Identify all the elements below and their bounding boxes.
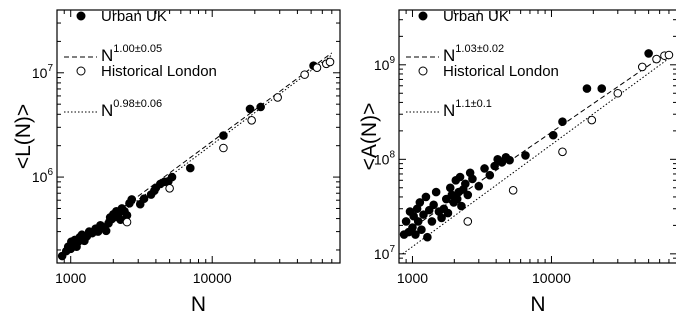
urban-uk-point bbox=[461, 179, 470, 189]
x-tick-label: 1000 bbox=[397, 270, 428, 286]
urban-uk-point bbox=[468, 174, 477, 184]
legend-label: Historical London bbox=[443, 63, 559, 80]
urban-uk-point bbox=[139, 194, 149, 204]
y-axis-label: <A(N)> bbox=[358, 103, 381, 171]
legend-fit-label: N1.03±0.02 bbox=[443, 43, 504, 65]
urban-uk-point bbox=[127, 195, 137, 204]
historical-london-point bbox=[219, 143, 228, 153]
urban-uk-point bbox=[445, 183, 455, 193]
urban-uk-point bbox=[401, 217, 411, 226]
urban-uk-point bbox=[485, 170, 495, 180]
urban-uk-point bbox=[558, 117, 567, 127]
urban-uk-point bbox=[582, 84, 592, 93]
plot-frame bbox=[398, 9, 676, 264]
urban-uk-point bbox=[427, 217, 437, 226]
legend-marker-filled bbox=[76, 11, 86, 21]
urban-uk-point bbox=[597, 84, 607, 93]
historical-london-point bbox=[247, 116, 256, 125]
historical-london-point bbox=[508, 186, 518, 195]
y-axis-label: <L(N)> bbox=[12, 104, 35, 169]
fit-line-dashed bbox=[402, 51, 670, 235]
historical-london-point bbox=[165, 184, 174, 193]
historical-london-point bbox=[637, 62, 647, 72]
urban-uk-point bbox=[167, 172, 177, 182]
urban-uk-point bbox=[452, 194, 462, 204]
legend-marker-open bbox=[76, 66, 86, 76]
historical-london-point bbox=[325, 57, 335, 67]
historical-london-point bbox=[300, 70, 309, 79]
urban-uk-point bbox=[548, 130, 558, 140]
panel-left-length: 1000 10000 106 107 N <L(N)> Urban UK N1.00±0.05… bbox=[12, 8, 341, 316]
urban-uk-point bbox=[437, 213, 446, 223]
urban-uk-point bbox=[463, 190, 473, 200]
y-tick-label: 109 bbox=[374, 55, 396, 73]
urban-uk-point bbox=[457, 201, 466, 211]
y-tick-label: 107 bbox=[374, 244, 396, 262]
x-tick-label: 10000 bbox=[193, 270, 232, 286]
legend-marker-open bbox=[418, 66, 428, 76]
legend-label: Historical London bbox=[101, 63, 217, 80]
x-tick-label: 10000 bbox=[532, 270, 571, 286]
urban-uk-point bbox=[423, 232, 432, 242]
y-tick-label: 106 bbox=[32, 167, 54, 185]
urban-uk-point bbox=[474, 181, 484, 191]
legend-marker-filled bbox=[418, 11, 428, 21]
fit-line-dotted bbox=[402, 57, 670, 255]
historical-london-point bbox=[652, 54, 661, 64]
urban-uk-point bbox=[644, 49, 653, 58]
legend-fit-label: N1.00±0.05 bbox=[101, 43, 162, 65]
urban-uk-point bbox=[411, 230, 420, 239]
urban-uk-point bbox=[443, 208, 453, 218]
urban-uk-point bbox=[421, 192, 431, 202]
urban-uk-point bbox=[415, 198, 425, 207]
panel-right-area: 1000 10000 107 108 109 N <A(N)> Urban UK N1.03±0… bbox=[358, 8, 676, 316]
urban-uk-point bbox=[408, 223, 417, 232]
urban-uk-point bbox=[431, 187, 441, 197]
legend-fit-label: N1.1±0.1 bbox=[443, 98, 492, 120]
y-tick-label: 107 bbox=[32, 63, 54, 81]
x-axis-label: N bbox=[191, 293, 206, 316]
x-axis-label: N bbox=[530, 293, 545, 316]
urban-uk-point bbox=[417, 225, 426, 235]
historical-london-point bbox=[664, 50, 674, 60]
urban-uk-point bbox=[455, 172, 465, 182]
urban-uk-point bbox=[245, 104, 255, 114]
urban-uk-point bbox=[256, 102, 265, 112]
historical-london-point bbox=[122, 217, 132, 227]
urban-uk-point bbox=[480, 164, 489, 173]
historical-london-point bbox=[558, 147, 567, 157]
urban-uk-point bbox=[505, 155, 514, 165]
urban-uk-point bbox=[185, 163, 195, 173]
legend-label: Urban UK bbox=[101, 8, 167, 25]
urban-uk-point bbox=[429, 200, 438, 210]
urban-uk-point bbox=[101, 226, 111, 236]
historical-london-point bbox=[312, 63, 322, 72]
historical-london-point bbox=[613, 88, 623, 98]
y-tick-label: 108 bbox=[374, 149, 396, 167]
urban-uk-point bbox=[521, 151, 530, 160]
legend-label: Urban UK bbox=[443, 8, 509, 25]
x-tick-label: 1000 bbox=[55, 270, 86, 286]
historical-london-point bbox=[587, 115, 597, 125]
legend-fit-label: N0.98±0.06 bbox=[101, 98, 162, 120]
historical-london-point bbox=[273, 93, 282, 102]
urban-uk-point bbox=[413, 217, 423, 226]
urban-uk-point bbox=[419, 210, 428, 219]
urban-uk-point bbox=[441, 194, 451, 204]
urban-uk-point bbox=[219, 131, 228, 140]
historical-london-point bbox=[463, 217, 473, 226]
